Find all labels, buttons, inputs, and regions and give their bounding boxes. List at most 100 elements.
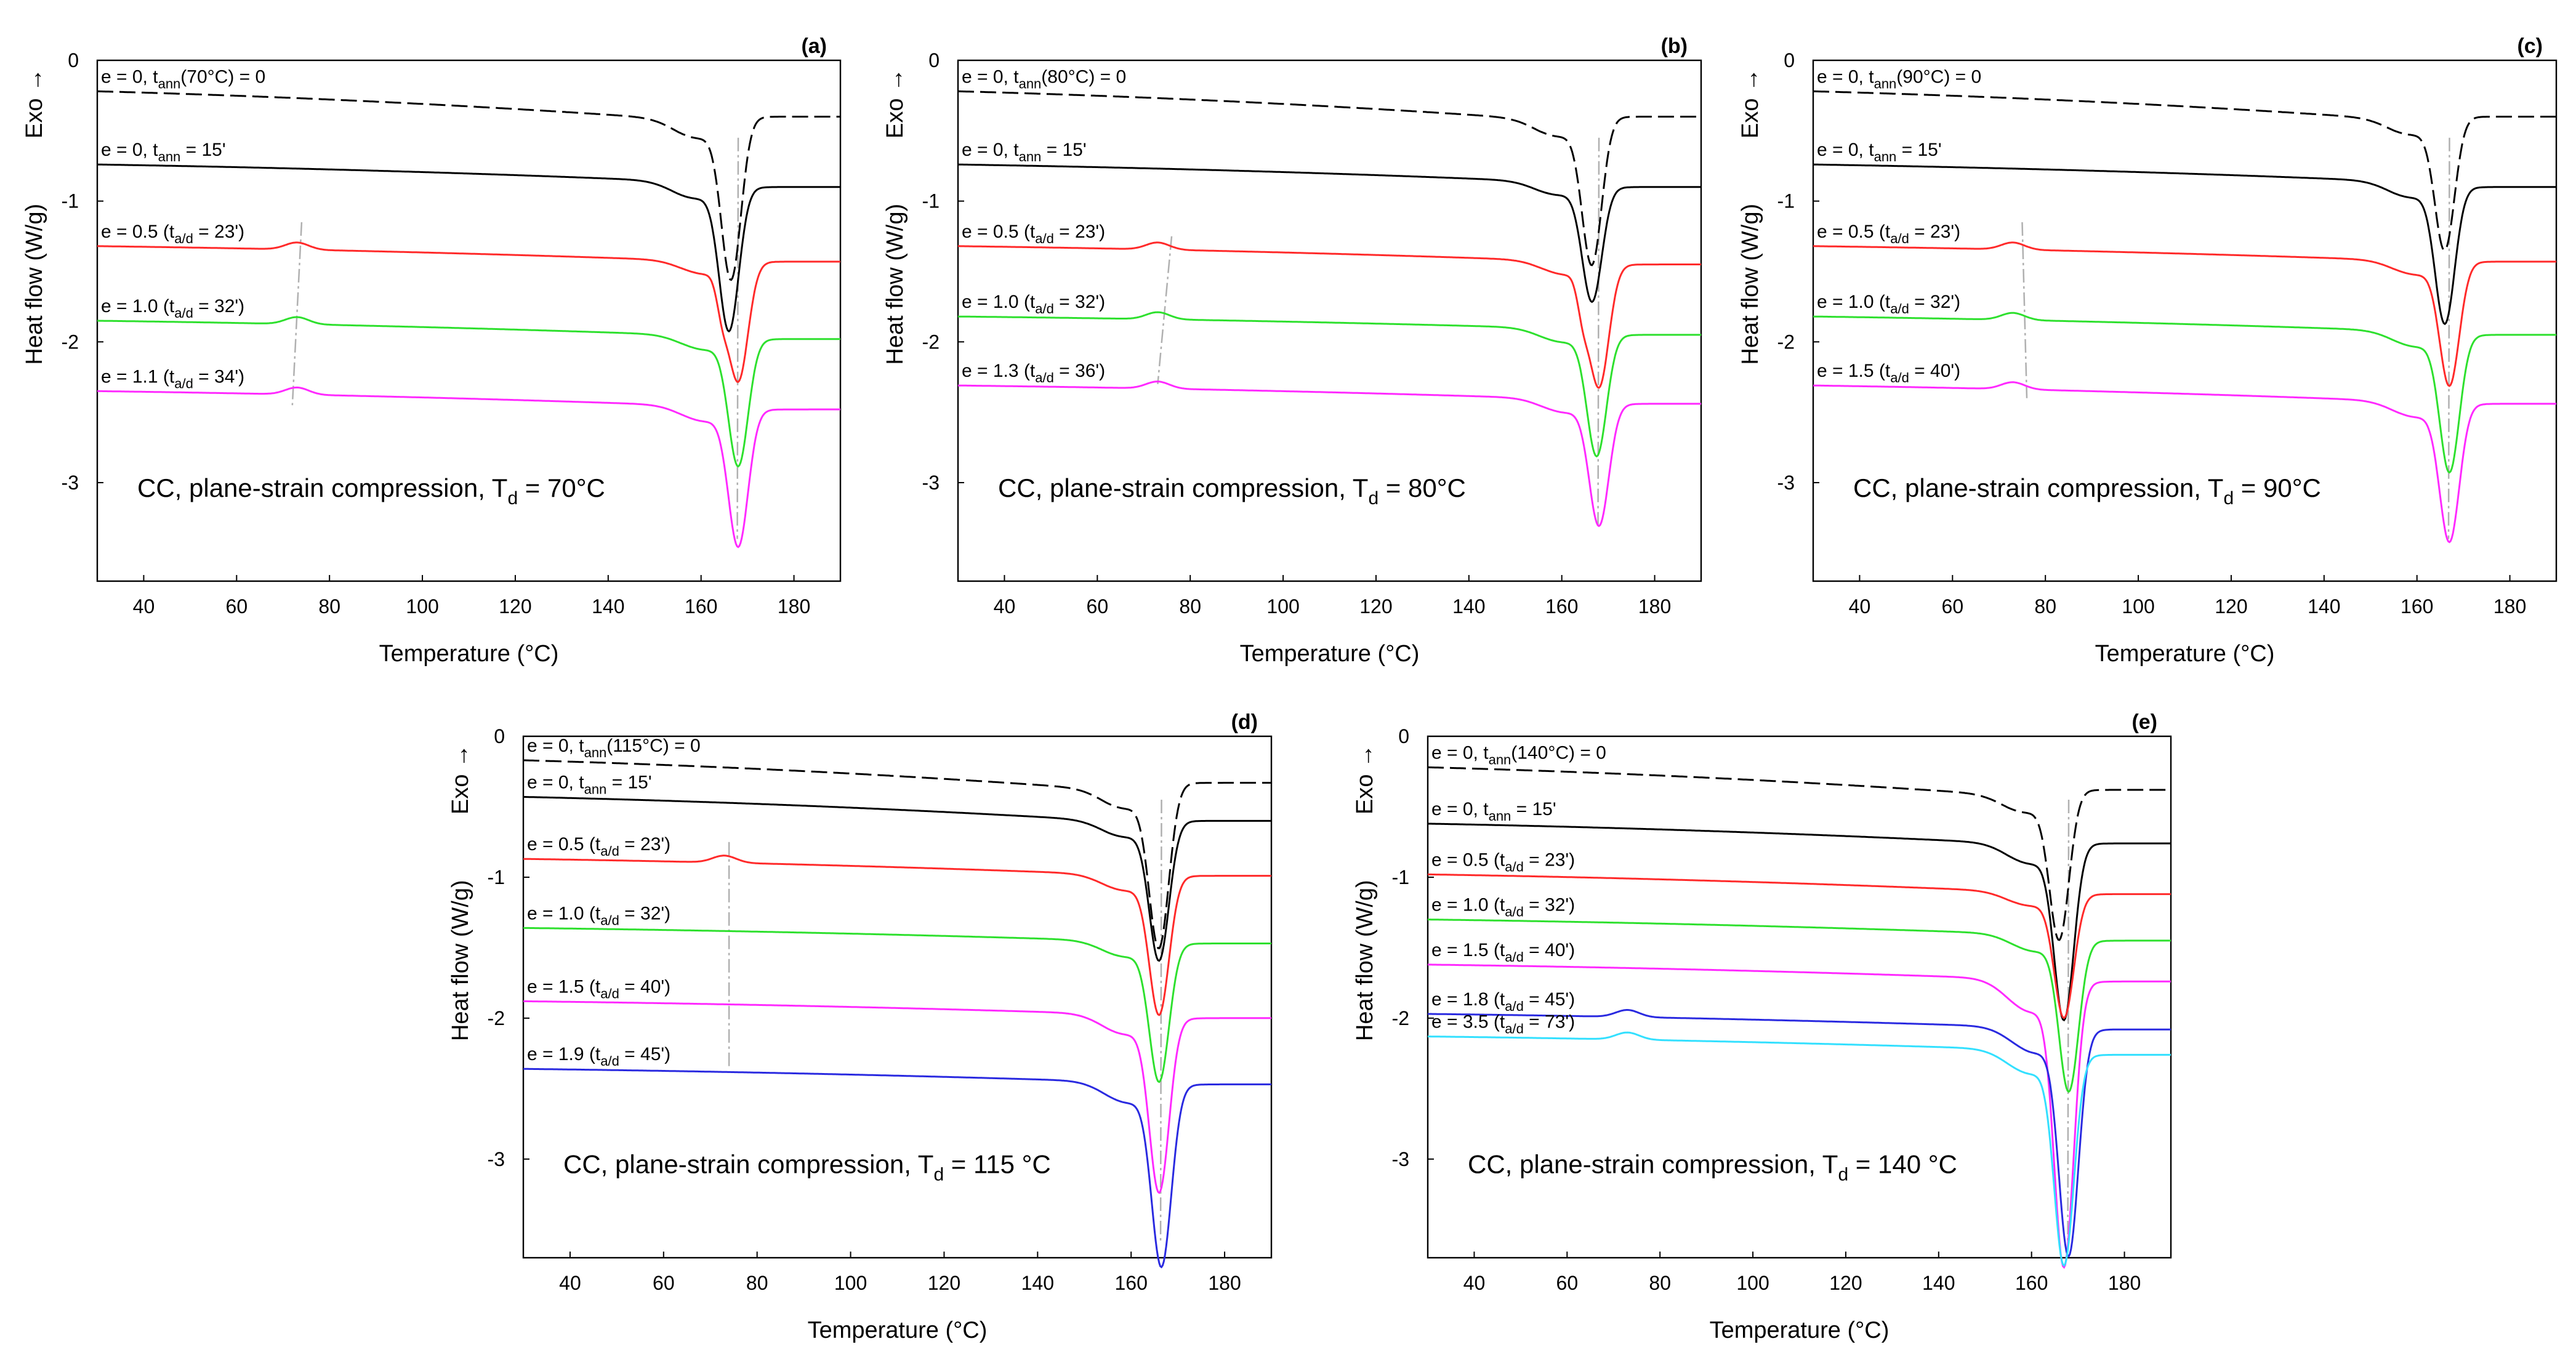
exo-direction-label: Exo → [448,744,473,814]
condition-annotation: CC, plane-strain compression, Td = 115 °… [563,1150,1051,1185]
series-line-1 [1428,766,2171,941]
x-tick-label: 180 [1638,595,1671,617]
x-tick-label: 140 [1922,1272,1955,1294]
panel-label: (e) [2131,710,2157,734]
series-line-6 [1428,1009,2171,1258]
panel-label: (b) [1661,34,1688,58]
series-label: e = 0, tann = 15' [1817,140,1942,164]
series-label: e = 0.5 (ta/d = 23') [101,222,244,246]
x-tick-label: 80 [318,595,340,617]
x-tick-label: 180 [778,595,810,617]
series-label: e = 0, tann = 15' [1431,799,1556,824]
series-label: e = 1.9 (ta/d = 45') [527,1044,670,1069]
x-tick-label: 60 [1556,1272,1579,1294]
y-tick-label: -2 [1392,1007,1409,1029]
x-axis-label: Temperature (°C) [808,1317,988,1343]
chart-panel-3: 40 60 80 100 120 140 160 180 0 -1 -2 -3 Temperature … [1737,34,2558,667]
series-line-2 [1427,822,2171,1022]
series-label: e = 1.8 (ta/d = 45') [1431,989,1575,1014]
series-label: e = 0, tann(140°C) = 0 [1431,742,1606,767]
chart-panel-1: 40 60 80 100 120 140 160 180 0 -1 -2 -3 Temperature … [22,34,842,667]
series-line-3 [958,241,1701,389]
y-axis-label: Heat flow (W/g) [22,204,47,365]
series-label: e = 1.0 (ta/d = 32') [1817,292,1960,316]
x-tick-label: 140 [2308,595,2340,617]
guide-dash-dot-line [2447,137,2450,539]
y-tick-label: 0 [68,49,79,71]
x-tick-label: 180 [1208,1272,1241,1294]
x-tick-label: 80 [1179,595,1201,617]
x-tick-label: 100 [1736,1272,1769,1294]
y-tick-label: -3 [1777,472,1795,494]
x-tick-label: 40 [1463,1272,1486,1294]
y-tick-label: -2 [922,331,940,353]
x-tick-label: 100 [406,595,438,617]
guide-dash-dot-line [291,222,303,406]
chart-panel-4: 40 60 80 100 120 140 160 180 0 -1 -2 -3 Temperature … [448,710,1273,1343]
guide-dash-dot-line [2067,800,2070,1244]
series-label: e = 0.5 (ta/d = 23') [1431,850,1575,874]
x-tick-label: 120 [1829,1272,1862,1294]
series-label: e = 0.5 (ta/d = 23') [527,834,670,859]
guide-dash-dot-line [1157,236,1173,385]
condition-annotation: CC, plane-strain compression, Td = 90°C [1853,473,2321,509]
guide-dash-dot-line [736,137,739,539]
y-tick-label: -2 [488,1007,505,1029]
series-line-4 [1813,312,2556,474]
y-tick-label: -1 [488,866,505,888]
condition-annotation: CC, plane-strain compression, Td = 140 °… [1468,1150,1957,1185]
series-line-6 [523,1068,1271,1269]
x-tick-label: 120 [2215,595,2247,617]
series-line-5 [1427,963,2171,1269]
y-axis-label: Heat flow (W/g) [882,204,908,365]
x-tick-label: 60 [1942,595,1964,617]
series-line-1 [1813,90,2556,252]
x-tick-label: 140 [1452,595,1485,617]
series-line-4 [957,311,1701,458]
x-axis-label: Temperature (°C) [379,641,559,667]
series-label: e = 1.5 (ta/d = 40') [1431,940,1575,965]
guide-dash-dot-line [2021,222,2028,398]
series-line-4 [97,316,840,468]
x-tick-label: 120 [1359,595,1392,617]
series-label: e = 0.5 (ta/d = 23') [962,222,1105,246]
chart-panel-2: 40 60 80 100 120 140 160 180 0 -1 -2 -3 Temperature … [882,34,1702,667]
x-tick-label: 160 [2015,1272,2048,1294]
series-label: e = 1.0 (ta/d = 32') [527,903,670,928]
guide-dash-dot-line [1159,800,1162,1244]
y-axis-label: Heat flow (W/g) [1737,204,1763,365]
y-tick-label: -3 [922,472,940,494]
series-label: e = 0, tann(90°C) = 0 [1817,66,1981,91]
chart-panel-5: 40 60 80 100 120 140 160 180 0 -1 -2 -3 Temperature … [1352,710,2172,1343]
exo-direction-label: Exo → [22,68,47,139]
series-line-4 [523,927,1271,1084]
x-axis-label: Temperature (°C) [1240,641,1420,667]
series-line-2 [1813,163,2556,326]
y-tick-label: 0 [1784,49,1795,71]
condition-annotation: CC, plane-strain compression, Td = 70°C [137,473,605,509]
series-line-2 [958,163,1701,304]
x-tick-label: 60 [1087,595,1109,617]
series-label: e = 0.5 (ta/d = 23') [1817,222,1960,246]
series-line-5 [1813,381,2556,544]
x-tick-label: 100 [834,1272,867,1294]
series-line-2 [97,163,840,333]
series-line-1 [523,759,1271,950]
series-label: e = 1.0 (ta/d = 32') [101,296,244,321]
x-tick-label: 180 [2108,1272,2141,1294]
x-tick-label: 160 [2401,595,2433,617]
x-tick-label: 160 [1114,1272,1147,1294]
exo-direction-label: Exo → [882,68,908,139]
x-tick-label: 140 [592,595,624,617]
x-tick-label: 40 [133,595,155,617]
series-label: e = 1.0 (ta/d = 32') [962,292,1105,316]
series-line-3 [97,241,840,384]
exo-direction-label: Exo → [1737,68,1763,139]
series-label: e = 0, tann = 15' [962,140,1087,164]
x-tick-label: 180 [2493,595,2526,617]
series-line-1 [957,90,1701,267]
series-label: e = 1.1 (ta/d = 34') [101,366,244,391]
series-label: e = 0, tann(115°C) = 0 [527,736,701,760]
series-line-1 [97,90,840,281]
